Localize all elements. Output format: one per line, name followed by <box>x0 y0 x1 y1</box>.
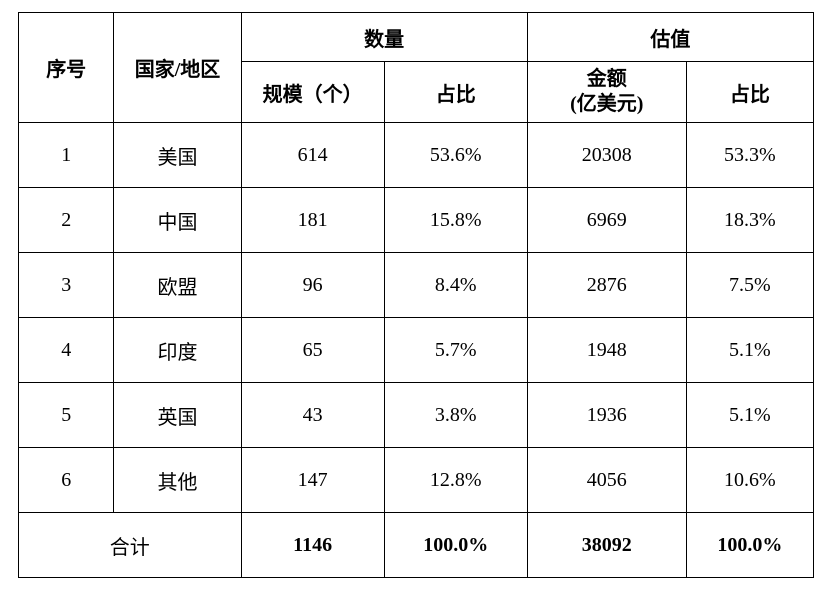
cell-index: 4 <box>19 318 114 383</box>
cell-scale: 96 <box>241 253 384 318</box>
cell-qty-pct: 8.4% <box>384 253 527 318</box>
cell-scale: 65 <box>241 318 384 383</box>
cell-region: 印度 <box>114 318 241 383</box>
cell-val-pct: 53.3% <box>686 123 813 188</box>
cell-region: 英国 <box>114 383 241 448</box>
col-header-index: 序号 <box>19 13 114 123</box>
cell-index: 6 <box>19 448 114 513</box>
table-row: 6 其他 147 12.8% 4056 10.6% <box>19 448 814 513</box>
cell-index: 1 <box>19 123 114 188</box>
cell-amount: 6969 <box>527 188 686 253</box>
table-header: 序号 国家/地区 数量 估值 规模（个） 占比 金额 (亿美元) 占比 <box>19 13 814 123</box>
cell-region: 欧盟 <box>114 253 241 318</box>
cell-scale: 43 <box>241 383 384 448</box>
table-footer: 合计 1146 100.0% 38092 100.0% <box>19 513 814 578</box>
cell-region: 其他 <box>114 448 241 513</box>
total-row: 合计 1146 100.0% 38092 100.0% <box>19 513 814 578</box>
cell-amount: 2876 <box>527 253 686 318</box>
cell-val-pct: 10.6% <box>686 448 813 513</box>
col-header-val-pct: 占比 <box>686 62 813 123</box>
col-header-amount-line2: (亿美元) <box>528 92 686 117</box>
cell-region: 美国 <box>114 123 241 188</box>
col-header-region: 国家/地区 <box>114 13 241 123</box>
cell-val-pct: 7.5% <box>686 253 813 318</box>
cell-val-pct: 5.1% <box>686 383 813 448</box>
col-header-amount: 金额 (亿美元) <box>527 62 686 123</box>
table-row: 1 美国 614 53.6% 20308 53.3% <box>19 123 814 188</box>
total-qty-pct: 100.0% <box>384 513 527 578</box>
cell-qty-pct: 53.6% <box>384 123 527 188</box>
cell-amount: 1948 <box>527 318 686 383</box>
col-header-qty-pct: 占比 <box>384 62 527 123</box>
cell-index: 2 <box>19 188 114 253</box>
cell-index: 5 <box>19 383 114 448</box>
total-val-pct: 100.0% <box>686 513 813 578</box>
total-label: 合计 <box>19 513 242 578</box>
cell-amount: 4056 <box>527 448 686 513</box>
cell-qty-pct: 3.8% <box>384 383 527 448</box>
col-header-scale: 规模（个） <box>241 62 384 123</box>
cell-qty-pct: 5.7% <box>384 318 527 383</box>
region-stats-table: 序号 国家/地区 数量 估值 规模（个） 占比 金额 (亿美元) 占比 1 美国… <box>18 12 814 578</box>
cell-scale: 614 <box>241 123 384 188</box>
table-row: 2 中国 181 15.8% 6969 18.3% <box>19 188 814 253</box>
table-row: 5 英国 43 3.8% 1936 5.1% <box>19 383 814 448</box>
total-scale: 1146 <box>241 513 384 578</box>
cell-amount: 20308 <box>527 123 686 188</box>
col-group-valuation: 估值 <box>527 13 813 62</box>
cell-scale: 181 <box>241 188 384 253</box>
cell-qty-pct: 15.8% <box>384 188 527 253</box>
cell-qty-pct: 12.8% <box>384 448 527 513</box>
col-group-quantity: 数量 <box>241 13 527 62</box>
col-header-amount-line1: 金额 <box>528 67 686 92</box>
cell-index: 3 <box>19 253 114 318</box>
cell-scale: 147 <box>241 448 384 513</box>
table-row: 4 印度 65 5.7% 1948 5.1% <box>19 318 814 383</box>
total-amount: 38092 <box>527 513 686 578</box>
table-body: 1 美国 614 53.6% 20308 53.3% 2 中国 181 15.8… <box>19 123 814 513</box>
cell-region: 中国 <box>114 188 241 253</box>
cell-val-pct: 5.1% <box>686 318 813 383</box>
cell-amount: 1936 <box>527 383 686 448</box>
table-row: 3 欧盟 96 8.4% 2876 7.5% <box>19 253 814 318</box>
cell-val-pct: 18.3% <box>686 188 813 253</box>
